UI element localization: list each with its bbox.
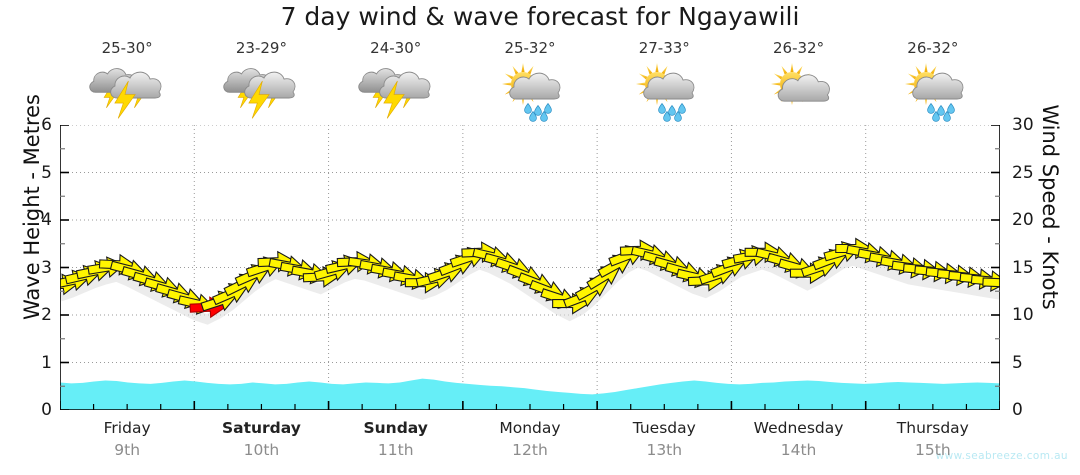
day-date: 15th [915,441,951,459]
day-label-thursday: Thursday 15th [866,418,1000,474]
sun-cloud-icon [759,60,839,122]
thunderstorm-icon [221,60,301,122]
thunderstorm-icon [356,60,436,122]
right-tick-30: 30 [1012,115,1034,135]
day-column-thursday: 26-32° [866,38,1000,126]
day-date: 12th [512,441,548,459]
day-label-saturday: Saturday 10th [194,418,328,474]
left-tick-2: 2 [41,305,52,325]
page-title: 7 day wind & wave forecast for Ngayawili [280,2,800,31]
day-name: Wednesday [753,419,844,437]
left-tick-3: 3 [41,257,52,278]
plot-area [60,125,1000,410]
day-column-tuesday: 27-33° [597,38,731,126]
left-tick-4: 4 [41,210,52,230]
sun-cloud-rain-icon [893,60,973,122]
day-summary-strip: 25-30° 23-29° 24-30° 25-32° 27-33° 26-32° 26-3… [60,38,1000,126]
day-name: Friday [103,419,151,437]
day-label-friday: Friday 9th [60,418,194,474]
day-column-wednesday: 26-32° [731,38,865,126]
temperature-range-label: 27-33° [638,39,690,57]
watermark: www.seabreeze.com.au [935,450,1068,462]
temperature-range-label: 26-32° [907,39,959,57]
wave-height-area [60,378,1000,410]
day-name: Thursday [896,419,969,437]
day-name: Saturday [221,419,301,437]
day-label-sunday: Sunday 11th [329,418,463,474]
right-tick-0: 0 [1012,400,1023,420]
right-tick-25: 25 [1012,162,1034,183]
left-tick-5: 5 [41,162,52,183]
day-date: 13th [646,441,683,459]
left-tick-0: 0 [41,400,52,420]
day-name: Tuesday [632,419,696,437]
day-column-saturday: 23-29° [194,38,328,126]
temperature-range-label: 23-29° [235,39,287,57]
thunderstorm-icon [87,60,167,122]
day-column-friday: 25-30° [60,38,194,126]
day-date: 10th [243,441,280,459]
temperature-range-label: 24-30° [370,39,422,57]
right-tick-15: 15 [1012,257,1034,278]
temperature-range-label: 25-30° [101,39,153,57]
day-date: 9th [114,441,141,459]
sun-cloud-rain-icon [490,60,570,122]
day-date: 14th [780,441,817,459]
day-name: Sunday [363,419,428,437]
temperature-range-label: 25-32° [504,39,556,57]
sun-cloud-rain-icon [624,60,704,122]
day-column-sunday: 24-30° [329,38,463,126]
temperature-range-label: 26-32° [773,39,825,57]
day-label-tuesday: Tuesday 13th [597,418,731,474]
left-tick-1: 1 [41,352,52,373]
day-date: 11th [377,441,414,459]
wind-arrow [982,271,1000,294]
day-label-wednesday: Wednesday 14th [731,418,865,474]
right-tick-10: 10 [1012,305,1034,325]
day-label-monday: Monday 12th [463,418,597,474]
right-tick-20: 20 [1012,210,1034,230]
day-axis-labels: Friday 9th Saturday 10th Sunday 11th Monday 12t… [60,418,1000,474]
left-tick-6: 6 [41,115,52,135]
forecast-plot-svg [60,125,1000,410]
right-tick-5: 5 [1012,352,1023,373]
day-column-monday: 25-32° [463,38,597,126]
day-name: Monday [499,419,561,437]
